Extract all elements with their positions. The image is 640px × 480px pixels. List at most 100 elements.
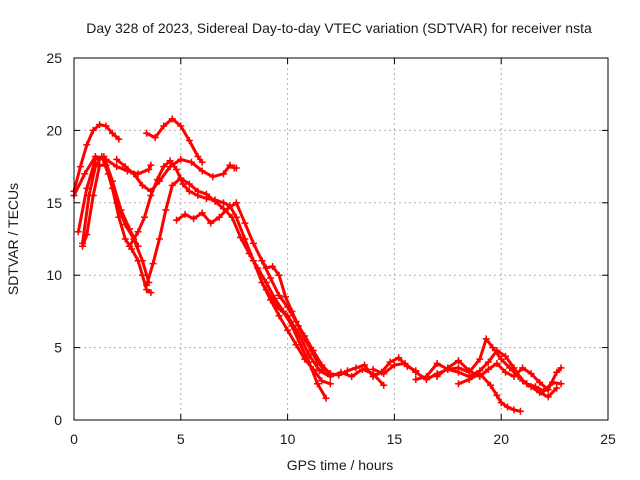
- data-point: [348, 373, 356, 381]
- data-point: [140, 213, 148, 221]
- data-point: [510, 406, 518, 414]
- grid-lines: [74, 58, 608, 420]
- data-point: [294, 322, 302, 330]
- data-point: [504, 403, 512, 411]
- data-point: [145, 165, 153, 173]
- data-point: [284, 326, 292, 334]
- data-point: [138, 271, 146, 279]
- data-point: [232, 164, 240, 172]
- data-point: [326, 373, 334, 381]
- data-point: [166, 157, 174, 165]
- data-point: [536, 388, 544, 396]
- data-point: [337, 368, 345, 376]
- series-path: [260, 259, 418, 379]
- data-point: [544, 393, 552, 401]
- data-point: [134, 257, 142, 265]
- data-point: [134, 242, 142, 250]
- data-point: [501, 368, 509, 376]
- data-point: [544, 386, 552, 394]
- data-point: [489, 344, 497, 352]
- data-point: [519, 364, 527, 372]
- series-track-7: [143, 115, 206, 166]
- data-point: [190, 215, 198, 223]
- x-tick-labels: 0 5 10 15 20 25: [70, 431, 616, 447]
- data-point: [484, 358, 492, 366]
- series-path: [72, 123, 121, 193]
- data-point: [83, 184, 91, 192]
- data-point: [138, 181, 146, 189]
- data-point: [476, 355, 484, 363]
- data-point: [412, 368, 420, 376]
- data-point: [153, 176, 161, 184]
- data-point: [501, 352, 509, 360]
- series-path: [414, 349, 559, 399]
- data-point: [305, 351, 313, 359]
- data-point: [493, 346, 501, 354]
- data-point: [121, 163, 129, 171]
- data-point: [322, 394, 330, 402]
- data-point: [209, 173, 217, 181]
- data-point: [220, 170, 228, 178]
- data-point: [360, 361, 368, 369]
- data-point: [91, 155, 99, 163]
- axis-ticks: [73, 57, 609, 421]
- data-point: [83, 141, 91, 149]
- data-point: [267, 274, 275, 282]
- data-point: [81, 170, 89, 178]
- data-point: [281, 293, 289, 301]
- x-tick-label: 15: [387, 431, 403, 447]
- data-point: [412, 375, 420, 383]
- data-point: [454, 368, 462, 376]
- series-track-8: [126, 157, 334, 388]
- y-tick-label: 15: [46, 195, 62, 211]
- data-point: [262, 286, 270, 294]
- series-track-16: [454, 370, 524, 415]
- data-point: [369, 365, 377, 373]
- data-point: [553, 368, 561, 376]
- data-point: [181, 210, 189, 218]
- x-tick-label: 0: [70, 431, 78, 447]
- data-point: [160, 163, 168, 171]
- data-point: [198, 209, 206, 217]
- series-track-12: [262, 286, 388, 389]
- data-point: [185, 180, 193, 188]
- data-point: [497, 399, 505, 407]
- data-point: [249, 239, 257, 247]
- data-point: [134, 228, 142, 236]
- data-point: [386, 358, 394, 366]
- data-point: [228, 213, 236, 221]
- data-point: [254, 264, 262, 272]
- y-tick-label: 25: [46, 50, 62, 66]
- data-point: [422, 373, 430, 381]
- data-point: [155, 235, 163, 243]
- data-point: [465, 367, 473, 375]
- data-point: [516, 407, 524, 415]
- data-point: [74, 228, 82, 236]
- data-point: [465, 375, 473, 383]
- series-path: [115, 157, 238, 193]
- data-point: [187, 158, 195, 166]
- data-point: [316, 367, 324, 375]
- data-point: [269, 263, 277, 271]
- data-point: [143, 129, 151, 137]
- data-point: [352, 364, 360, 372]
- data-point: [557, 380, 565, 388]
- data-point: [275, 312, 283, 320]
- x-tick-label: 10: [280, 431, 296, 447]
- series-track-6: [113, 155, 240, 195]
- data-point: [401, 360, 409, 368]
- data-point: [241, 219, 249, 227]
- data-point: [318, 377, 326, 385]
- data-point: [100, 152, 108, 160]
- series-track-13: [369, 335, 565, 395]
- data-point: [380, 381, 388, 389]
- x-tick-label: 5: [177, 431, 185, 447]
- data-point: [130, 170, 138, 178]
- x-tick-label: 25: [600, 431, 616, 447]
- data-point: [89, 192, 97, 200]
- data-point: [497, 355, 505, 363]
- data-point: [211, 197, 219, 205]
- data-point: [168, 115, 176, 123]
- series-track-5: [79, 161, 155, 297]
